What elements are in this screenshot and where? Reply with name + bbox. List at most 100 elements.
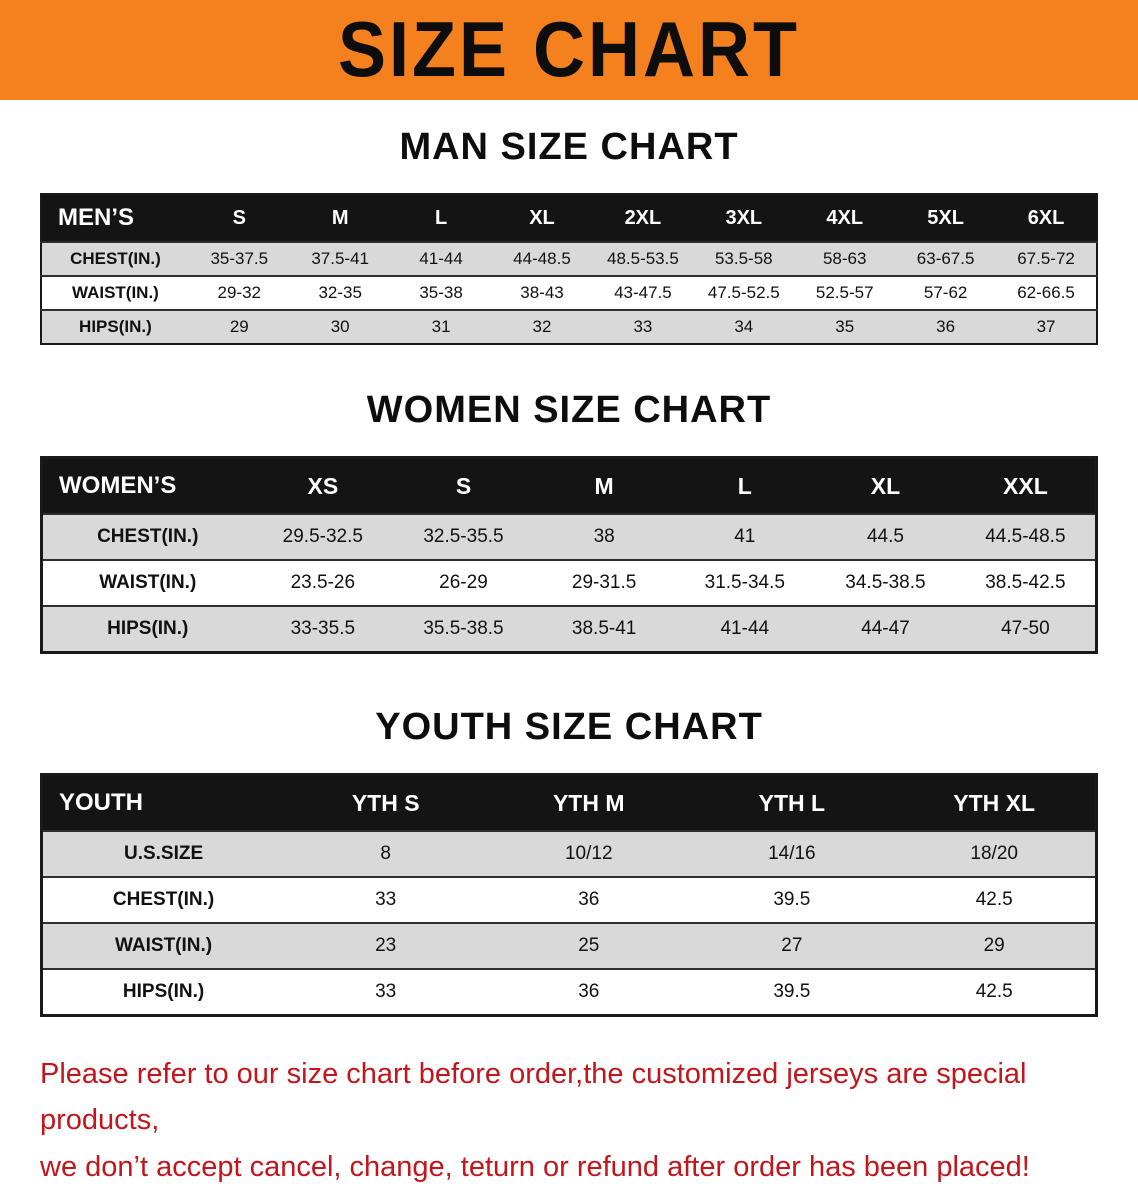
size-value: 36 — [936, 317, 956, 336]
size-value: 33-35.5 — [290, 618, 356, 639]
size-value: 38.5-42.5 — [985, 572, 1066, 593]
size-value: 39.5 — [773, 981, 811, 1002]
table-row: WAIST(IN.) 23.5-26 26-29 29-31.5 31.5-34.5 34… — [41, 560, 1097, 606]
row-label: WAIST(IN.) — [71, 283, 159, 302]
size-column-header: 2XL — [592, 194, 694, 242]
size-column-header: S — [188, 194, 290, 242]
size-value: 36 — [578, 981, 600, 1002]
size-value: 29-31.5 — [571, 572, 637, 593]
size-value: 52.5-57 — [815, 283, 874, 302]
row-label: WAIST(IN.) — [115, 935, 213, 956]
size-value: 39.5 — [773, 889, 811, 910]
size-value: 8 — [380, 843, 391, 864]
size-value: 23 — [375, 935, 397, 956]
size-value: 47-50 — [1001, 618, 1050, 639]
size-value: 29.5-32.5 — [282, 526, 363, 547]
size-value: 43-47.5 — [614, 283, 672, 302]
banner: SIZE CHART — [0, 0, 1138, 100]
size-value: 35-38 — [419, 283, 463, 302]
table-row: CHEST(IN.) 35-37.5 37.5-41 41-44 44-48.5 48.5… — [41, 242, 1097, 276]
row-label: CHEST(IN.) — [112, 889, 215, 910]
men-section-heading: MAN SIZE CHART — [399, 126, 739, 168]
size-value: 37 — [1036, 317, 1056, 336]
size-value: 26-29 — [439, 572, 488, 593]
women-section-heading: WOMEN SIZE CHART — [366, 389, 772, 431]
size-column-header: YTH S — [284, 774, 488, 831]
youth-size-table: YOUTH YTH S YTH M YTH L YTH XL U.S.SIZE 8 10/12… — [40, 773, 1098, 1017]
size-value: 33 — [375, 981, 397, 1002]
youth-section-heading: YOUTH SIZE CHART — [375, 706, 763, 748]
size-value: 38.5-41 — [571, 618, 637, 639]
size-value: 42.5 — [975, 889, 1013, 910]
size-value: 41 — [734, 526, 756, 547]
page-title: SIZE CHART — [338, 6, 800, 94]
size-value: 18/20 — [970, 843, 1018, 864]
size-value: 35.5-38.5 — [423, 618, 504, 639]
size-column-header: M — [289, 194, 391, 242]
row-label: U.S.SIZE — [123, 843, 204, 864]
size-value: 44.5 — [866, 526, 904, 547]
table-header-row: WOMEN’S XS S M L XL XXL — [41, 457, 1097, 514]
size-value: 41-44 — [419, 249, 463, 268]
size-value: 38-43 — [520, 283, 564, 302]
size-value: 41-44 — [720, 618, 770, 639]
size-value: 29 — [229, 317, 249, 336]
size-column-header: L — [674, 457, 816, 514]
size-value: 62-66.5 — [1017, 283, 1075, 302]
size-column-header: 6XL — [996, 194, 1097, 242]
size-value: 35 — [835, 317, 855, 336]
size-column-header: XL — [815, 457, 956, 514]
size-value: 34 — [734, 317, 754, 336]
size-value: 48.5-53.5 — [606, 249, 679, 268]
size-value: 27 — [781, 935, 803, 956]
table-title-cell: MEN’S — [41, 194, 189, 242]
size-value: 36 — [578, 889, 600, 910]
size-value: 25 — [578, 935, 600, 956]
youth-size-section: YOUTH SIZE CHART YOUTH YTH S YTH M YTH L YTH… — [0, 706, 1138, 1017]
women-size-section: WOMEN SIZE CHART WOMEN’S XS S M L XL XXL CHEST(… — [0, 389, 1138, 654]
size-value: 57-62 — [923, 283, 968, 302]
size-value: 10/12 — [564, 843, 613, 864]
size-column-header: S — [393, 457, 534, 514]
size-value: 67.5-72 — [1017, 249, 1075, 268]
table-row: HIPS(IN.) 33 36 39.5 42.5 — [41, 969, 1097, 1016]
size-value: 37.5-41 — [311, 249, 370, 268]
size-column-header: M — [533, 457, 675, 514]
size-value: 31.5-34.5 — [704, 572, 785, 593]
disclaimer: Please refer to our size chart before or… — [40, 1051, 1108, 1190]
size-value: 32.5-35.5 — [423, 526, 504, 547]
row-label: WAIST(IN.) — [99, 572, 197, 593]
size-value: 53.5-58 — [714, 249, 773, 268]
row-label: CHEST(IN.) — [70, 249, 161, 268]
size-value: 58-63 — [822, 249, 867, 268]
women-size-table: WOMEN’S XS S M L XL XXL CHEST(IN.) 29.5-32.5 32.5… — [40, 456, 1098, 654]
size-value: 29-32 — [217, 283, 262, 302]
size-column-header: XS — [252, 457, 394, 514]
size-column-header: YTH XL — [893, 774, 1097, 831]
table-row: U.S.SIZE 8 10/12 14/16 18/20 — [41, 831, 1097, 877]
table-row: CHEST(IN.) 33 36 39.5 42.5 — [41, 877, 1097, 923]
table-row: WAIST(IN.) 23 25 27 29 — [41, 923, 1097, 969]
table-row: HIPS(IN.) 33-35.5 35.5-38.5 38.5-41 41-44 44-… — [41, 606, 1097, 653]
table-title-cell: WOMEN’S — [41, 457, 253, 514]
size-column-header: 5XL — [895, 194, 997, 242]
table-header-row: MEN’S S M L XL 2XL 3XL 4XL 5XL 6XL — [41, 194, 1097, 242]
youth-table-wrap: YOUTH YTH S YTH M YTH L YTH XL U.S.SIZE 8 10/12… — [0, 773, 1138, 1017]
size-value: 33 — [633, 317, 653, 336]
size-column-header: 4XL — [794, 194, 896, 242]
size-value: 30 — [330, 317, 350, 336]
size-value: 32-35 — [318, 283, 362, 302]
size-value: 14/16 — [768, 843, 816, 864]
size-value: 23.5-26 — [290, 572, 356, 593]
men-table-wrap: MEN’S S M L XL 2XL 3XL 4XL 5XL 6XL CHEST(IN.) 35-37… — [0, 193, 1138, 345]
table-row: HIPS(IN.) 29 30 31 32 33 34 35 36 37 — [41, 310, 1097, 344]
row-label: HIPS(IN.) — [107, 618, 189, 639]
disclaimer-line-1: Please refer to our size chart before or… — [40, 1058, 1027, 1137]
size-value: 32 — [532, 317, 552, 336]
size-value: 42.5 — [975, 981, 1013, 1002]
table-header-row: YOUTH YTH S YTH M YTH L YTH XL — [41, 774, 1097, 831]
size-value: 63-67.5 — [916, 249, 975, 268]
men-size-table: MEN’S S M L XL 2XL 3XL 4XL 5XL 6XL CHEST(IN.) 35-37… — [40, 193, 1098, 345]
size-column-header: XXL — [955, 457, 1097, 514]
